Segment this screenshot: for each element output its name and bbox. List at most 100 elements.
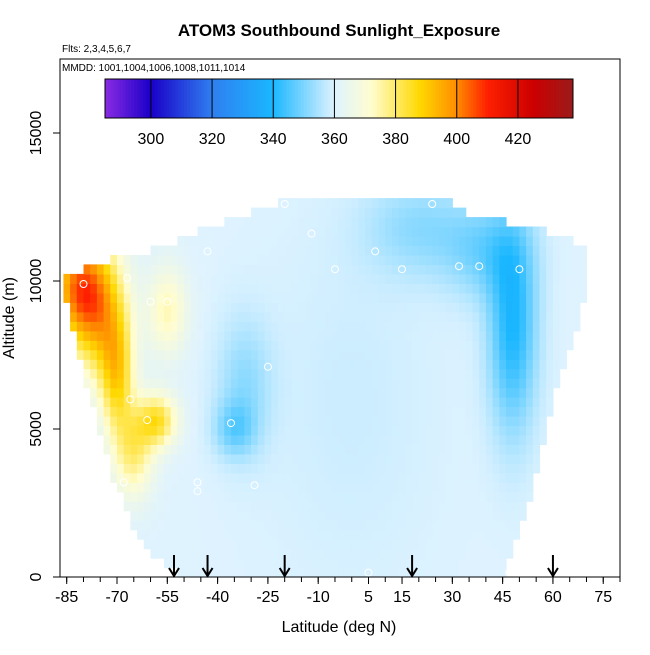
heatmap-cell bbox=[264, 217, 272, 228]
heatmap-cell bbox=[459, 529, 467, 540]
heatmap-cell bbox=[304, 510, 313, 521]
heatmap-cell bbox=[392, 387, 400, 398]
heatmap-cell bbox=[358, 567, 366, 578]
heatmap-cell bbox=[137, 453, 145, 464]
heatmap-cell bbox=[418, 501, 427, 512]
heatmap-cell bbox=[264, 368, 272, 379]
heatmap-cell bbox=[425, 340, 433, 351]
heatmap-cell bbox=[130, 425, 138, 436]
heatmap-cell bbox=[532, 359, 541, 370]
heatmap-cell bbox=[137, 529, 145, 540]
colorbar-segment bbox=[549, 79, 554, 118]
heatmap-cell bbox=[257, 529, 266, 540]
dates-label: MMDD: 1001,1004,1006,1008,1011,1014 bbox=[62, 63, 246, 74]
heatmap-cell bbox=[345, 340, 353, 351]
colorbar-segment bbox=[119, 79, 124, 118]
heatmap-cell bbox=[392, 416, 400, 427]
colorbar-segment bbox=[160, 79, 164, 118]
heatmap-cell bbox=[123, 416, 131, 427]
heatmap-cell bbox=[117, 453, 125, 464]
heatmap-cell bbox=[519, 368, 527, 379]
heatmap-cell bbox=[405, 387, 413, 398]
heatmap-cell bbox=[170, 378, 178, 389]
heatmap-cell bbox=[351, 387, 359, 398]
heatmap-cell bbox=[506, 529, 514, 540]
heatmap-cell bbox=[512, 472, 520, 483]
heatmap-cell bbox=[532, 302, 541, 313]
heatmap-cell bbox=[405, 529, 413, 540]
heatmap-cell bbox=[177, 236, 185, 247]
heatmap-cell bbox=[231, 444, 239, 455]
heatmap-cell bbox=[412, 548, 420, 559]
heatmap-cell bbox=[271, 567, 279, 578]
heatmap-cell bbox=[257, 444, 266, 455]
heatmap-cell bbox=[278, 482, 286, 493]
heatmap-cell bbox=[237, 520, 245, 531]
flight-arrow bbox=[278, 555, 291, 578]
heatmap-cell bbox=[117, 444, 125, 455]
heatmap-cell bbox=[432, 548, 440, 559]
heatmap-cell bbox=[291, 321, 299, 332]
heatmap-cell bbox=[184, 330, 192, 341]
heatmap-cell bbox=[137, 378, 145, 389]
heatmap-cell bbox=[237, 501, 245, 512]
heatmap-cell bbox=[224, 491, 232, 502]
heatmap-cell bbox=[539, 311, 547, 322]
heatmap-cell bbox=[378, 321, 386, 332]
heatmap-cell bbox=[519, 453, 527, 464]
y-tick-label: 5000 bbox=[28, 411, 45, 447]
heatmap-cell bbox=[552, 359, 561, 370]
heatmap-cell bbox=[432, 321, 440, 332]
heatmap-cell bbox=[231, 520, 239, 531]
heatmap-cell bbox=[291, 472, 299, 483]
heatmap-cell bbox=[445, 302, 453, 313]
heatmap-cell bbox=[365, 198, 373, 209]
heatmap-cell bbox=[445, 217, 453, 228]
heatmap-cell bbox=[311, 416, 319, 427]
heatmap-cell bbox=[264, 311, 272, 322]
heatmap-cell bbox=[338, 520, 346, 531]
heatmap-cell bbox=[264, 378, 272, 389]
heatmap-cell bbox=[278, 406, 286, 417]
heatmap-cell bbox=[271, 236, 279, 247]
heatmap-cell bbox=[378, 520, 386, 531]
heatmap-cell bbox=[438, 198, 447, 209]
heatmap-cell bbox=[210, 302, 219, 313]
heatmap-cell bbox=[485, 501, 494, 512]
x-axis-label: Latitude (deg N) bbox=[282, 619, 397, 636]
heatmap-cell bbox=[284, 207, 292, 218]
heatmap-cell bbox=[210, 501, 219, 512]
heatmap-cell bbox=[465, 226, 473, 237]
heatmap-cell bbox=[492, 482, 500, 493]
heatmap-cell bbox=[512, 453, 520, 464]
heatmap-cell bbox=[412, 463, 420, 474]
heatmap-cell bbox=[264, 321, 272, 332]
heatmap-cell bbox=[96, 378, 105, 389]
heatmap-cell bbox=[304, 283, 313, 294]
heatmap-cell bbox=[298, 482, 306, 493]
heatmap-cell bbox=[150, 387, 158, 398]
heatmap-cell bbox=[392, 349, 400, 360]
heatmap-cell bbox=[472, 359, 480, 370]
heatmap-cell bbox=[385, 311, 393, 322]
heatmap-cell bbox=[385, 434, 393, 445]
heatmap-cell bbox=[472, 311, 480, 322]
heatmap-cell bbox=[311, 198, 319, 209]
heatmap-cell bbox=[566, 236, 574, 247]
heatmap-cell bbox=[204, 302, 212, 313]
heatmap-cell bbox=[204, 463, 212, 474]
heatmap-cell bbox=[345, 255, 353, 266]
heatmap-cell bbox=[278, 236, 286, 247]
heatmap-cell bbox=[412, 311, 420, 322]
heatmap-cell bbox=[532, 397, 541, 408]
heatmap-cell bbox=[432, 283, 440, 294]
heatmap-cell bbox=[304, 548, 313, 559]
heatmap-cell bbox=[479, 349, 487, 360]
heatmap-cell bbox=[143, 539, 152, 550]
colorbar-segment bbox=[499, 79, 504, 118]
heatmap-cell bbox=[217, 292, 225, 303]
heatmap-cell bbox=[412, 359, 420, 370]
heatmap-cell bbox=[244, 491, 252, 502]
heatmap-cell bbox=[96, 283, 105, 294]
heatmap-cell bbox=[485, 368, 494, 379]
